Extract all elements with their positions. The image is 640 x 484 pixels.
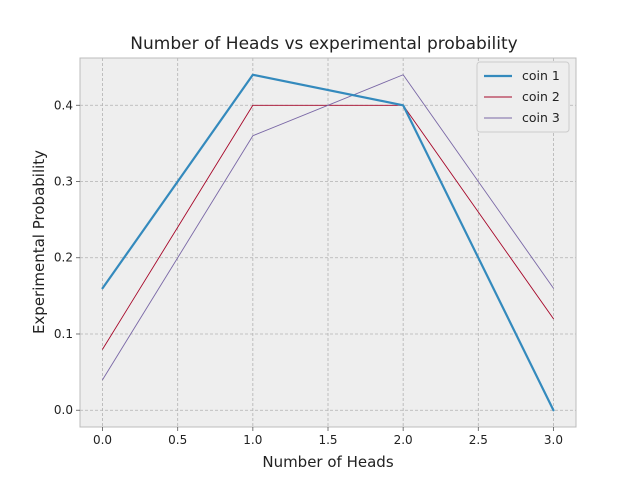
legend-label: coin 2 xyxy=(522,89,560,104)
y-tick-label: 0.2 xyxy=(54,251,73,265)
chart-title: Number of Heads vs experimental probabil… xyxy=(130,34,517,54)
series-line-coin-3 xyxy=(102,74,554,381)
x-tick-label: 2.5 xyxy=(469,433,488,447)
x-tick-label: 2.0 xyxy=(394,433,413,447)
x-tick-label: 0.0 xyxy=(93,433,112,447)
x-tick-label: 1.0 xyxy=(243,433,262,447)
y-tick-label: 0.1 xyxy=(54,327,73,341)
ticks: 0.0 0.5 1.0 1.5 2.0 2.5 3.0 0.0 0.1 0.2 0.3 0.4 xyxy=(54,98,563,447)
y-tick-label: 0.4 xyxy=(54,98,73,112)
series-layer xyxy=(101,73,555,412)
series-line-coin-1 xyxy=(101,73,555,412)
legend-box xyxy=(476,61,570,133)
legend-label: coin 3 xyxy=(522,110,560,125)
x-tick-label: 1.5 xyxy=(318,433,337,447)
y-axis-label: Experimental Probability xyxy=(30,150,48,334)
x-axis-label: Number of Heads xyxy=(262,453,393,471)
y-tick-label: 0.3 xyxy=(54,175,73,189)
legend-label: coin 1 xyxy=(522,68,560,83)
x-tick-label: 0.5 xyxy=(168,433,187,447)
y-tick-label: 0.0 xyxy=(54,403,73,417)
legend: coin 1 coin 2 coin 3 xyxy=(476,61,570,133)
x-tick-label: 3.0 xyxy=(544,433,563,447)
